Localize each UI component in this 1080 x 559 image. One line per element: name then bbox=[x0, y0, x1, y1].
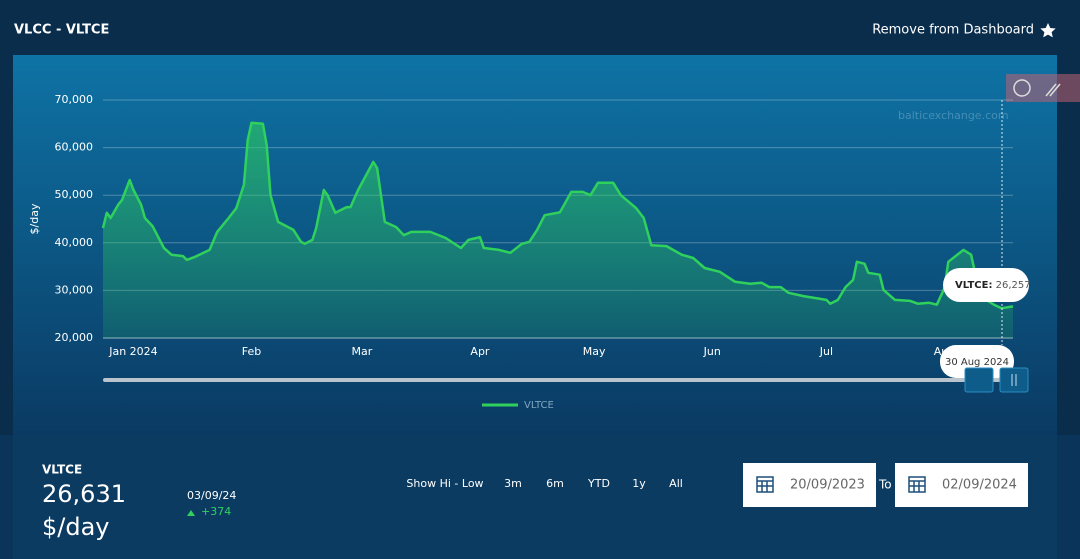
x-tick-label: Jul bbox=[819, 345, 833, 358]
summary-name: VLTCE bbox=[42, 463, 82, 477]
x-tick-label: Jun bbox=[703, 345, 721, 358]
summary-unit: $/day bbox=[42, 513, 110, 541]
scrollbar[interactable] bbox=[103, 378, 1003, 382]
y-tick-label: 30,000 bbox=[55, 283, 94, 296]
remove-button[interactable]: Remove from Dashboard bbox=[872, 23, 1034, 38]
y-tick-label: 60,000 bbox=[55, 141, 94, 154]
tooltip-box bbox=[943, 268, 1029, 302]
x-tick-label: Jan 2024 bbox=[108, 345, 157, 358]
range-buttons: Show Hi - Low 3m 6m YTD 1y All bbox=[406, 477, 682, 490]
y-axis-title: $/day bbox=[28, 203, 41, 234]
y-tick-label: 50,000 bbox=[55, 188, 94, 201]
from-date-input[interactable] bbox=[743, 463, 876, 507]
range-button[interactable]: Show Hi - Low bbox=[406, 477, 483, 490]
tool-bar bbox=[1006, 74, 1080, 102]
tooltip-text: VLTCE: 26,257 bbox=[955, 280, 1031, 291]
x-tick-label: Mar bbox=[352, 345, 373, 358]
nav-button[interactable] bbox=[964, 367, 994, 393]
page-title: VLCC - VLTCE bbox=[14, 23, 109, 38]
y-tick-label: 70,000 bbox=[55, 93, 94, 106]
from-date: 20/09/2023 bbox=[790, 478, 865, 493]
area bbox=[103, 122, 1013, 338]
ai-icon[interactable] bbox=[1013, 79, 1031, 97]
to-date: 02/09/2024 bbox=[942, 478, 1017, 493]
nav-grip bbox=[1011, 374, 1017, 386]
draw-icon[interactable] bbox=[1045, 83, 1061, 97]
range-button[interactable]: All bbox=[669, 477, 683, 490]
date-separator: To bbox=[878, 478, 892, 492]
summary-inner bbox=[13, 435, 1057, 559]
nav-button[interactable] bbox=[999, 367, 1029, 393]
y-tick-label: 20,000 bbox=[55, 331, 94, 344]
summary-change: +374 bbox=[201, 505, 231, 518]
summary-date: 03/09/24 bbox=[187, 489, 236, 502]
range-button[interactable]: 1y bbox=[632, 477, 646, 490]
x-tick-label: Feb bbox=[242, 345, 261, 358]
range-button[interactable]: YTD bbox=[587, 477, 610, 490]
summary-value: 26,631 bbox=[42, 480, 126, 508]
up-arrow bbox=[187, 510, 195, 516]
x-tick-label: May bbox=[583, 345, 606, 358]
watermark: balticexchange.com bbox=[898, 109, 1009, 122]
date-tooltip: 30 Aug 2024 bbox=[945, 357, 1009, 368]
line bbox=[101, 121, 1014, 310]
legend-label: VLTCE bbox=[524, 400, 554, 411]
plot: 20,000 30,000 40,000 50,000 60,000 70,000 Jan … bbox=[55, 93, 1014, 411]
to-date-input[interactable] bbox=[895, 463, 1028, 507]
calendar-icons bbox=[756, 476, 926, 493]
range-button[interactable]: 3m bbox=[504, 477, 522, 490]
range-button[interactable]: 6m bbox=[546, 477, 564, 490]
x-tick-label: Apr bbox=[470, 345, 490, 358]
y-tick-label: 40,000 bbox=[55, 236, 94, 249]
star-icon[interactable] bbox=[1040, 23, 1056, 38]
date-tooltip-box bbox=[940, 345, 1014, 378]
